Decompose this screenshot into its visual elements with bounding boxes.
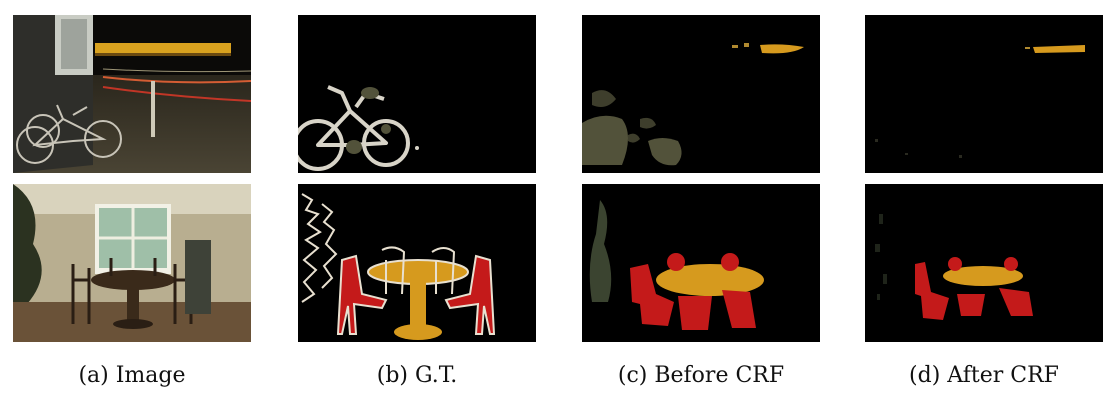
caption-before-crf: (c) Before CRF — [617, 363, 785, 388]
dining-after-crf — [865, 184, 1103, 342]
street-ground-truth — [298, 15, 536, 173]
caption-after-crf: (d) After CRF — [909, 363, 1059, 388]
dining-ground-truth — [298, 184, 536, 342]
caption-ground-truth: (b) G.T. — [376, 363, 458, 388]
street-photo — [13, 15, 251, 173]
dining-photo — [13, 184, 251, 342]
street-before-crf — [582, 15, 820, 173]
caption-image: (a) Image — [78, 363, 186, 388]
street-after-crf — [865, 15, 1103, 173]
dining-before-crf — [582, 184, 820, 342]
